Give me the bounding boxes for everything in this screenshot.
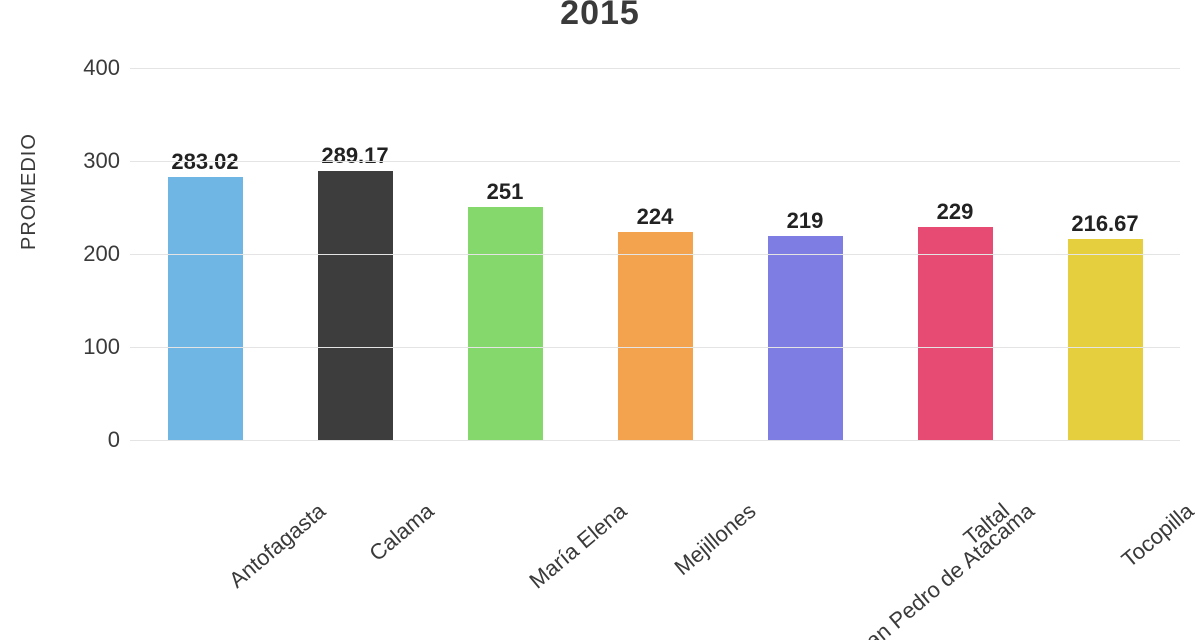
y-tick-label: 0	[60, 427, 120, 453]
x-tick-label: Taltal	[880, 440, 1030, 630]
x-axis: AntofagastaCalamaMaría ElenaMejillonesSa…	[130, 440, 1180, 630]
plot-area: 283.02289.17251224219229216.67 010020030…	[130, 68, 1180, 440]
bar-value-label: 219	[787, 208, 824, 234]
bar-value-label: 216.67	[1071, 211, 1138, 237]
y-axis-title: PROMEDIO	[18, 133, 41, 250]
y-tick-label: 200	[60, 241, 120, 267]
gridline	[130, 254, 1180, 255]
x-tick-label: Mejillones	[580, 440, 730, 630]
bar	[318, 171, 393, 440]
x-tick-label: Antofagasta	[130, 440, 280, 630]
chart-title: 2015	[0, 0, 1200, 33]
bar	[768, 236, 843, 440]
y-tick-label: 100	[60, 334, 120, 360]
bar	[168, 177, 243, 440]
x-tick-label: Tocopilla	[1030, 440, 1180, 630]
bar	[918, 227, 993, 440]
bar-chart: 2015 PROMEDIO 283.02289.1725122421922921…	[0, 0, 1200, 640]
gridline	[130, 161, 1180, 162]
bar	[1068, 239, 1143, 441]
y-tick-label: 400	[60, 55, 120, 81]
bar	[618, 232, 693, 440]
bar-value-label: 289.17	[321, 143, 388, 169]
bar-value-label: 251	[487, 179, 524, 205]
gridline	[130, 68, 1180, 69]
y-tick-label: 300	[60, 148, 120, 174]
x-tick-label: San Pedro de Atacama	[730, 440, 880, 630]
bar	[468, 207, 543, 440]
x-tick-label: María Elena	[430, 440, 580, 630]
bar-value-label: 229	[937, 199, 974, 225]
bar-value-label: 224	[637, 204, 674, 230]
x-tick-label: Calama	[280, 440, 430, 630]
gridline	[130, 347, 1180, 348]
